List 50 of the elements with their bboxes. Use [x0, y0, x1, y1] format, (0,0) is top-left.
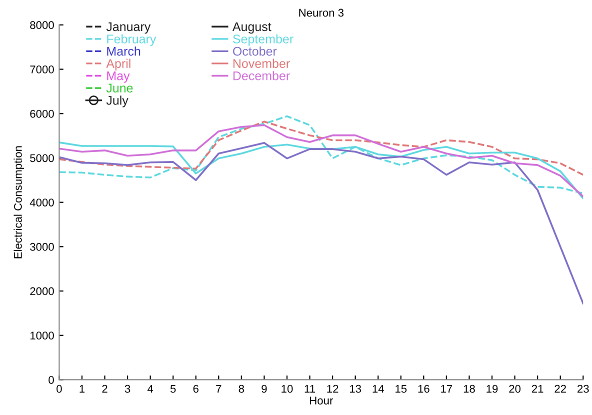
x-tick-label: 3 — [124, 384, 130, 393]
x-tick-label: 22 — [554, 384, 566, 393]
y-tick-label: 7000 — [30, 66, 54, 74]
x-tick-label: 8 — [238, 384, 244, 393]
x-tick-label: 13 — [350, 384, 362, 393]
x-tick-label: 19 — [486, 384, 498, 393]
line-series — [59, 142, 584, 304]
x-tick-label: 2 — [102, 384, 108, 393]
legend-label: September — [233, 34, 294, 46]
x-tick-label: 15 — [396, 384, 407, 393]
x-tick-label: 14 — [372, 384, 384, 393]
y-tick-label: 8000 — [30, 21, 54, 30]
y-tick-label: 1000 — [30, 332, 54, 340]
y-tick-label: 0 — [48, 376, 54, 384]
legend-label: May — [107, 72, 130, 83]
x-axis-title: Hour — [310, 396, 334, 404]
x-tick-label: 10 — [282, 384, 293, 393]
x-tick-label: 1 — [80, 384, 85, 393]
x-tick-label: 5 — [170, 384, 176, 393]
legend-label: December — [233, 71, 290, 80]
y-tick-label: 2000 — [30, 287, 54, 296]
x-tick-label: 4 — [147, 384, 154, 393]
y-tick-label: 6000 — [30, 110, 54, 118]
legend-label: October — [233, 46, 277, 56]
y-tick-label: 4000 — [30, 198, 54, 206]
x-tick-label: 7 — [216, 384, 222, 393]
x-tick-label: 21 — [532, 384, 544, 393]
x-tick-label: 18 — [464, 384, 475, 393]
x-tick-label: 16 — [418, 384, 430, 393]
legend-label: January — [106, 22, 151, 34]
legend-label: July — [106, 96, 128, 108]
y-axis-title: Electrical Consumption — [14, 146, 24, 258]
y-tick-label: 3000 — [30, 242, 54, 251]
x-tick-label: 12 — [327, 384, 338, 393]
line-series — [59, 120, 584, 176]
legend-label: February — [107, 34, 156, 46]
x-tick-label: 9 — [262, 384, 267, 393]
legend-label: April — [106, 58, 130, 70]
chart-title: Neuron 3 — [299, 8, 344, 17]
x-tick-label: 23 — [578, 384, 589, 393]
y-tick-label: 5000 — [30, 154, 54, 162]
legend-label: November — [233, 58, 290, 68]
x-tick-label: 17 — [441, 384, 452, 393]
legend-label: August — [232, 22, 272, 34]
legend-label: June — [106, 84, 133, 93]
x-tick-label: 11 — [304, 384, 315, 393]
x-tick-label: 20 — [509, 384, 521, 393]
legend-label: March — [107, 46, 140, 56]
x-tick-label: 0 — [56, 384, 62, 393]
x-tick-label: 6 — [193, 384, 198, 393]
